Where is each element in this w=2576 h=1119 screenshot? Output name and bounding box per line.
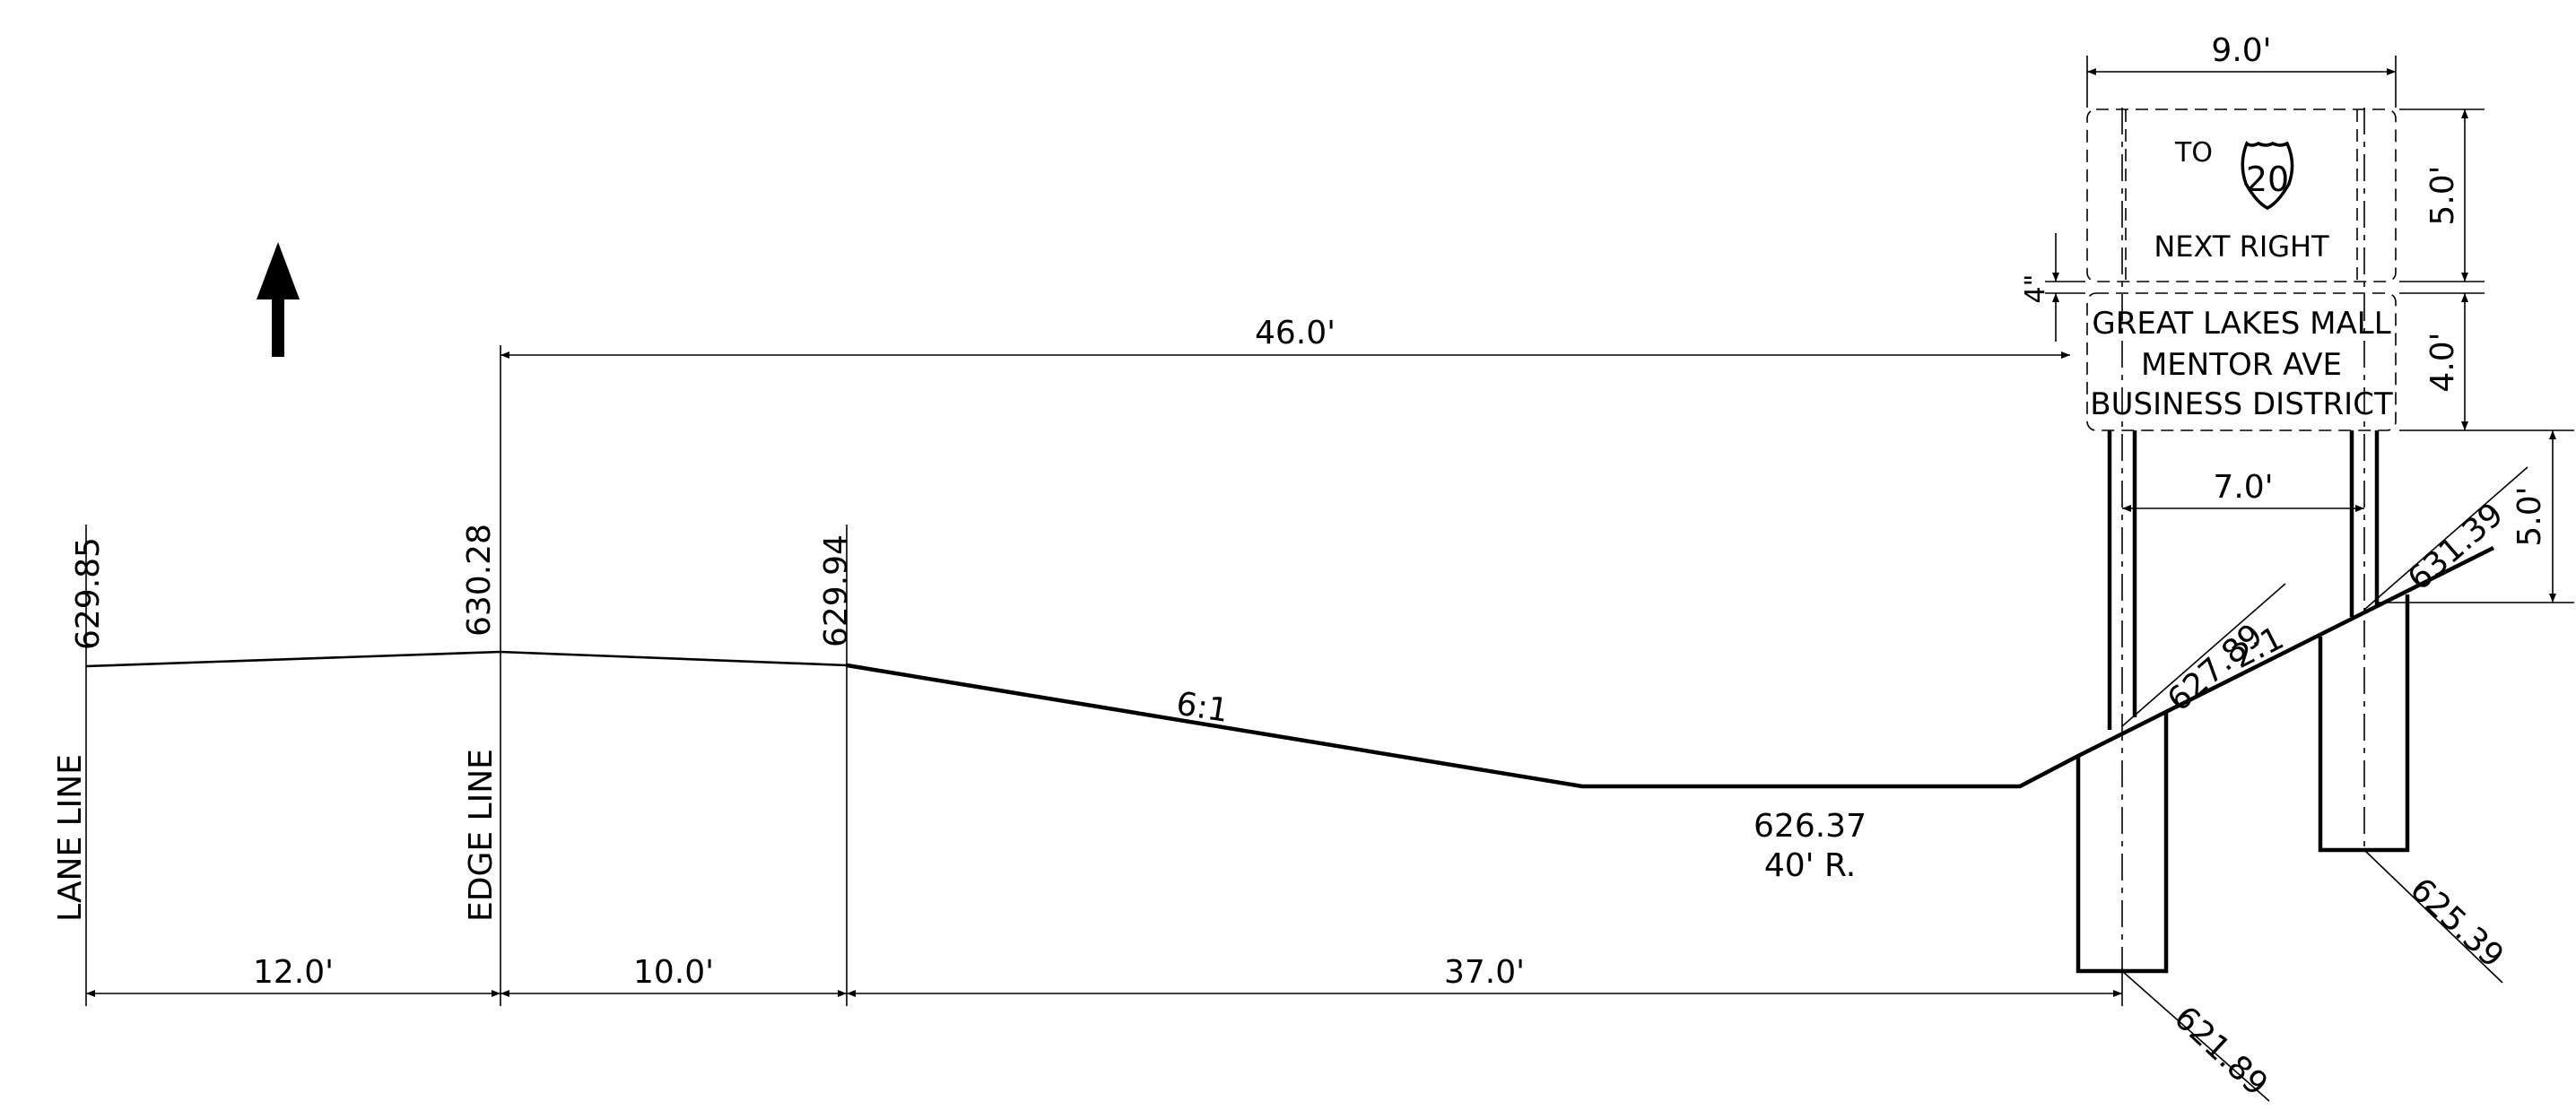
leader-left-post <box>2121 583 2286 727</box>
dim-lower-panel-height: 4.0' <box>2424 332 2461 392</box>
dim-sign-width: 9.0' <box>2211 32 2271 69</box>
ground-profile-road <box>85 650 848 668</box>
slope-fore-label: 6:1 <box>1174 685 1231 730</box>
ditch-elev-label: 626.37 <box>1754 808 1867 845</box>
ditch-radius-label: 40' R. <box>1764 847 1856 884</box>
us-route-shield-icon: 20 <box>2241 141 2294 210</box>
edge-line-label: EDGE LINE <box>463 749 500 922</box>
sign-line1: GREAT LAKES MALL <box>2092 306 2390 342</box>
leader-right-footing <box>2363 849 2503 984</box>
elev-right-post-label: 631.39 <box>2401 496 2511 598</box>
right-vertical-dimensions <box>2377 108 2574 603</box>
north-arrow-icon <box>257 242 300 357</box>
elev-edge-label: 630.28 <box>461 524 498 637</box>
leader-left-footing <box>2121 970 2270 1102</box>
sign-lower-panel <box>2086 292 2397 431</box>
right-post <box>2349 108 2380 852</box>
footing-right-label: 625.39 <box>2403 872 2511 976</box>
panel-gap-dimension <box>2045 233 2085 342</box>
footing-left-label: 621.89 <box>2167 1000 2275 1104</box>
lane-line-label: LANE LINE <box>52 754 89 922</box>
left-post <box>2107 108 2137 973</box>
elev-lane-label: 629.85 <box>70 537 107 650</box>
ground-profile-slope <box>846 545 2495 789</box>
dim-post-spacing: 7.0' <box>2213 469 2273 506</box>
sign-action-text: NEXT RIGHT <box>2154 230 2329 264</box>
dim-offset: 46.0' <box>1255 315 1336 351</box>
elev-shoulder-label: 629.94 <box>818 534 855 647</box>
dim-shoulder-width: 10.0' <box>633 954 714 991</box>
sign-route-number: 20 <box>2246 160 2289 199</box>
sign-line2: MENTOR AVE <box>2141 347 2342 383</box>
leader-right-post <box>2363 466 2528 611</box>
dim-lane-width: 12.0' <box>253 954 334 991</box>
sign-to-text: TO <box>2174 137 2213 169</box>
dim-clearance: 5.0' <box>2511 486 2548 546</box>
bottom-dimension-chain <box>86 968 2123 1006</box>
sign-line3: BUSINESS DISTRICT <box>2090 386 2393 422</box>
dim-to-post: 37.0' <box>1444 954 1525 991</box>
dim-panel-gap: 4" <box>2020 274 2051 304</box>
right-footing <box>2318 594 2410 853</box>
dim-upper-panel-height: 5.0' <box>2424 165 2461 225</box>
sign-upper-panel <box>2086 108 2397 282</box>
